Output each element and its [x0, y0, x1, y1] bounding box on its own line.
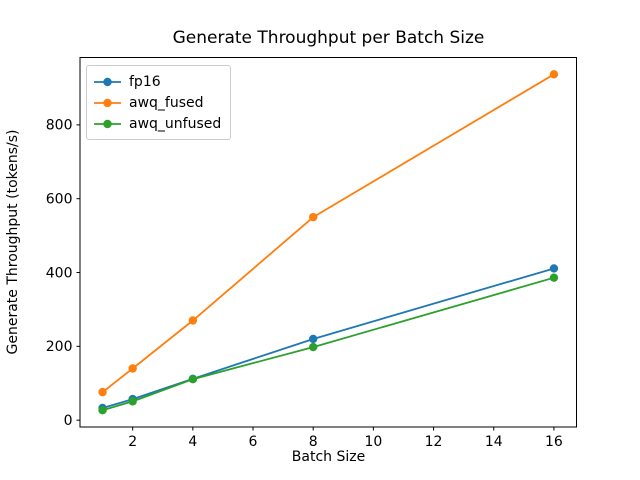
y-tick-label: 800 [46, 118, 73, 134]
legend-item-awq-unfused: awq_unfused [94, 113, 221, 134]
y-tick-label: 0 [64, 413, 73, 429]
legend-marker-awq-fused [94, 98, 121, 107]
x-tick-label: 10 [364, 434, 382, 450]
data-point-awq_unfused-bs8 [309, 342, 318, 352]
y-tick-label: 600 [46, 191, 73, 207]
data-point-awq_fused-bs4 [188, 316, 198, 325]
data-point-fp16-bs16 [549, 264, 559, 273]
legend-marker-awq-unfused [94, 119, 121, 128]
legend-label-awq-fused: awq_fused [129, 94, 204, 111]
plot-border [79, 57, 577, 428]
data-point-awq_fused-bs16 [549, 70, 559, 79]
legend: fp16 awq_fused awq_unfused [86, 65, 232, 140]
x-tick-label: 4 [188, 434, 197, 450]
data-point-awq_fused-bs1 [98, 387, 107, 397]
legend-dot [103, 98, 112, 107]
x-tick-label: 16 [545, 434, 563, 450]
data-point-awq_unfused-bs2 [128, 397, 137, 406]
x-tick-label: 2 [128, 434, 137, 450]
y-tick-label: 200 [46, 339, 73, 355]
legend-item-fp16: fp16 [94, 71, 221, 92]
chart-title: Generate Throughput per Batch Size [172, 28, 485, 48]
legend-label-fp16: fp16 [129, 73, 161, 90]
x-tick-label: 14 [485, 434, 503, 450]
legend-label-awq-unfused: awq_unfused [129, 115, 222, 132]
x-tick-label: 12 [425, 434, 443, 450]
legend-item-awq-fused: awq_fused [94, 92, 221, 113]
y-axis-label-text: Generate Throughput (tokens/s) [5, 129, 21, 355]
series-line-awq_unfused [102, 276, 555, 412]
data-point-fp16-bs8 [309, 334, 318, 344]
data-point-awq_fused-bs8 [309, 212, 318, 222]
x-axis-label: Batch Size [291, 449, 366, 465]
data-point-awq_unfused-bs1 [98, 406, 107, 415]
legend-dot [103, 77, 112, 86]
x-tick-label: 6 [249, 434, 258, 450]
legend-marker-fp16 [94, 77, 121, 86]
x-tick-label: 8 [309, 434, 318, 450]
y-tick-label: 400 [46, 265, 73, 281]
data-point-awq_unfused-bs4 [188, 374, 198, 384]
data-point-awq_unfused-bs16 [549, 273, 559, 282]
legend-dot [103, 119, 112, 128]
data-point-awq_fused-bs2 [128, 364, 137, 373]
